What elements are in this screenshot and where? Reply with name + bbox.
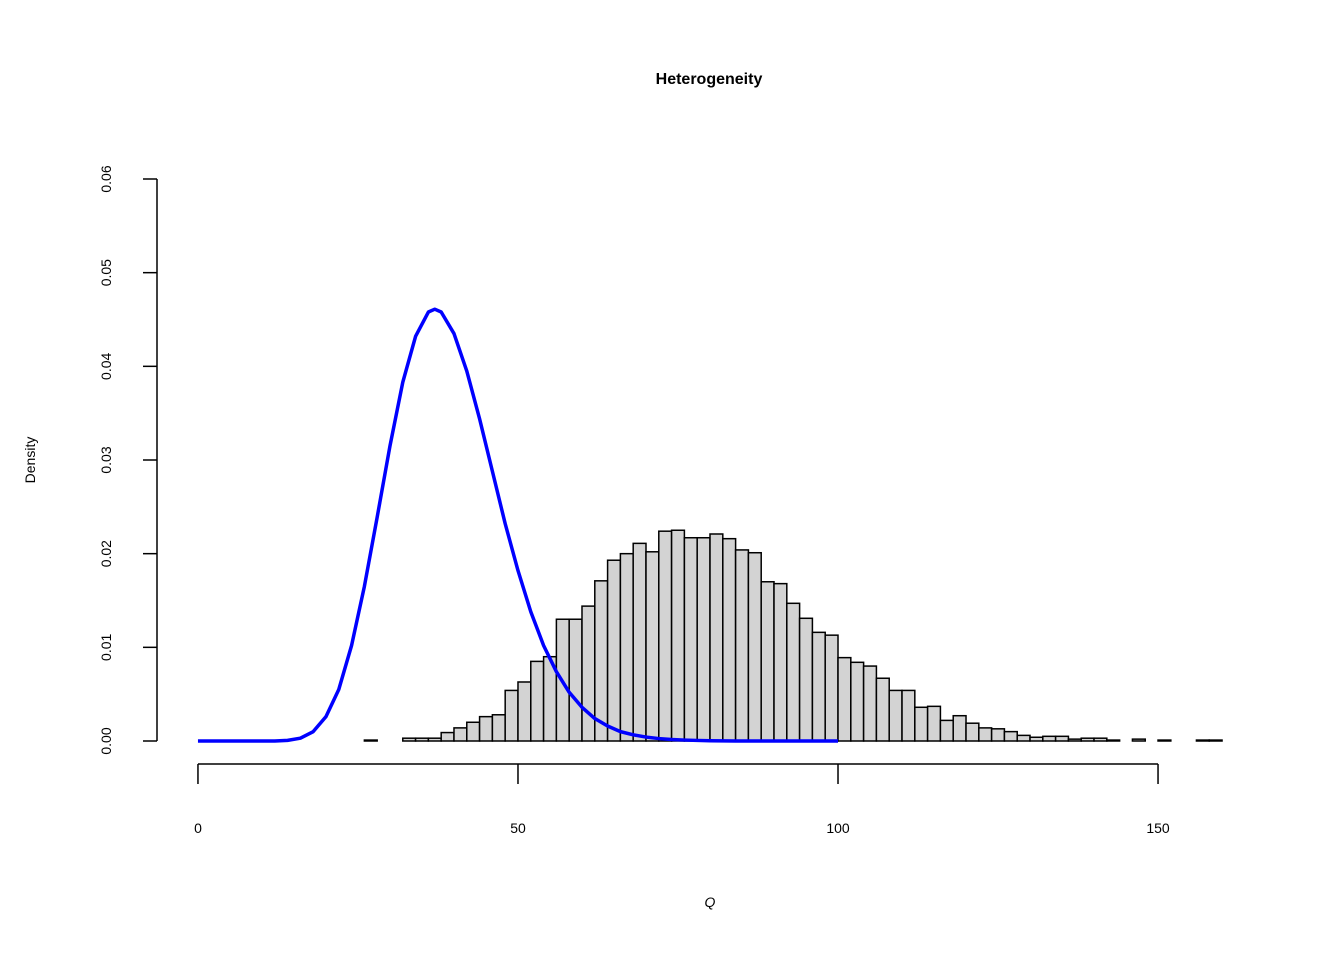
- x-tick-label: 0: [194, 820, 202, 836]
- y-tick-label: 0.05: [98, 259, 114, 286]
- bar: [722, 537, 737, 742]
- x-tick-label: 50: [510, 820, 526, 836]
- bar: [734, 549, 750, 742]
- bar: [901, 689, 916, 742]
- bar: [530, 660, 545, 742]
- bar: [658, 530, 673, 742]
- bar: [798, 617, 814, 742]
- bar: [1003, 730, 1018, 742]
- bar: [837, 656, 852, 742]
- bar: [965, 722, 980, 742]
- bar: [760, 581, 775, 742]
- density-curve: [197, 307, 839, 743]
- bar: [914, 706, 929, 742]
- bar: [926, 705, 942, 742]
- bar: [709, 533, 724, 742]
- bar: [466, 721, 481, 742]
- bar: [402, 737, 417, 742]
- bar: [888, 689, 903, 742]
- bar: [363, 739, 378, 742]
- bar: [1131, 738, 1146, 742]
- bar: [786, 602, 801, 742]
- y-axis-label: Density: [22, 437, 38, 484]
- y-tick-label: 0.06: [98, 165, 114, 192]
- y-tick-label: 0.03: [98, 446, 114, 473]
- bar: [683, 536, 698, 742]
- bar: [1157, 739, 1172, 742]
- bar: [504, 689, 519, 742]
- bar: [952, 714, 967, 742]
- x-tick-label: 100: [826, 820, 850, 836]
- bar: [875, 677, 890, 742]
- bar: [414, 737, 430, 742]
- bar: [427, 737, 442, 742]
- bar: [1067, 738, 1082, 742]
- bar: [1029, 736, 1044, 742]
- bar: [696, 536, 711, 742]
- bar: [1080, 737, 1095, 742]
- bar: [440, 731, 455, 742]
- bar: [850, 661, 865, 742]
- x-tick-label: 150: [1146, 820, 1170, 836]
- bar: [1016, 734, 1031, 742]
- bar: [619, 552, 634, 742]
- bar: [1054, 735, 1070, 742]
- bar: [568, 618, 583, 742]
- bar: [747, 551, 762, 742]
- bar: [1093, 737, 1108, 742]
- bar: [632, 542, 647, 742]
- bar: [1042, 735, 1057, 742]
- bar: [824, 634, 839, 742]
- bar: [939, 719, 954, 742]
- bar: [978, 727, 993, 742]
- bar: [594, 580, 609, 742]
- y-tick-label: 0.02: [98, 540, 114, 567]
- bar: [811, 631, 826, 742]
- bar: [478, 715, 494, 742]
- bar: [606, 559, 622, 742]
- y-tick-label: 0.04: [98, 352, 114, 379]
- bar: [581, 605, 596, 742]
- bar: [862, 665, 878, 742]
- bar: [517, 681, 532, 742]
- bar: [491, 714, 506, 742]
- bar: [670, 529, 686, 742]
- bar: [990, 728, 1006, 742]
- bar: [1106, 739, 1121, 742]
- x-axis-label: Q: [705, 894, 716, 910]
- y-tick-label: 0.01: [98, 633, 114, 660]
- chart-title: Heterogeneity: [656, 71, 763, 88]
- bar: [453, 727, 468, 742]
- bar: [1195, 739, 1210, 742]
- bar: [645, 551, 660, 742]
- bar: [1208, 739, 1223, 742]
- bar: [773, 582, 788, 742]
- y-tick-label: 0.00: [98, 727, 114, 754]
